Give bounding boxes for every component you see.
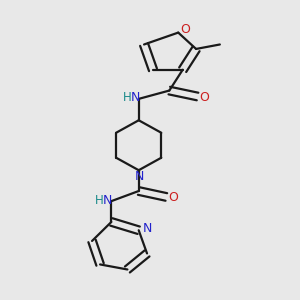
Text: N: N — [103, 194, 112, 207]
Text: O: O — [199, 91, 209, 104]
Text: H: H — [122, 92, 131, 104]
Text: H: H — [95, 194, 104, 207]
Text: N: N — [143, 222, 152, 235]
Text: O: O — [168, 191, 178, 204]
Text: N: N — [135, 170, 144, 183]
Text: O: O — [180, 23, 190, 36]
Text: N: N — [130, 92, 140, 104]
